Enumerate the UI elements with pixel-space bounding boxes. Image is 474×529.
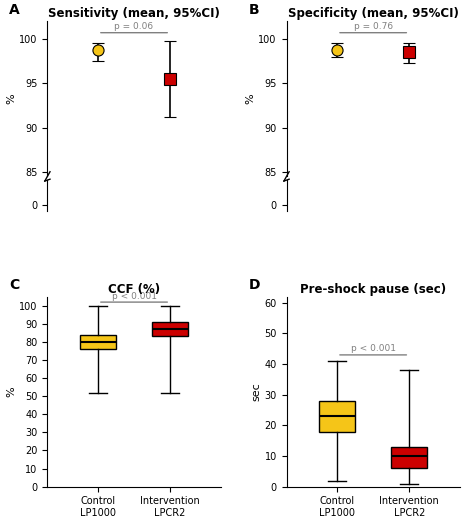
Text: D: D	[248, 278, 260, 291]
Text: A: A	[9, 3, 20, 16]
Text: B: B	[248, 3, 259, 16]
Title: Specificity (mean, 95%CI): Specificity (mean, 95%CI)	[288, 7, 458, 20]
Y-axis label: %: %	[7, 386, 17, 397]
Text: p = 0.76: p = 0.76	[354, 22, 392, 31]
Y-axis label: sec: sec	[252, 382, 262, 401]
Text: p < 0.001: p < 0.001	[111, 292, 156, 301]
PathPatch shape	[391, 447, 427, 468]
PathPatch shape	[152, 322, 188, 336]
Text: p = 0.06: p = 0.06	[115, 22, 154, 31]
Y-axis label: %: %	[246, 94, 255, 104]
Title: Pre-shock pause (sec): Pre-shock pause (sec)	[300, 282, 446, 296]
PathPatch shape	[80, 335, 116, 349]
Text: C: C	[9, 278, 19, 291]
Title: CCF (%): CCF (%)	[108, 282, 160, 296]
Text: p < 0.001: p < 0.001	[351, 344, 396, 353]
Title: Sensitivity (mean, 95%CI): Sensitivity (mean, 95%CI)	[48, 7, 220, 20]
PathPatch shape	[319, 401, 355, 432]
Y-axis label: %: %	[7, 94, 17, 104]
